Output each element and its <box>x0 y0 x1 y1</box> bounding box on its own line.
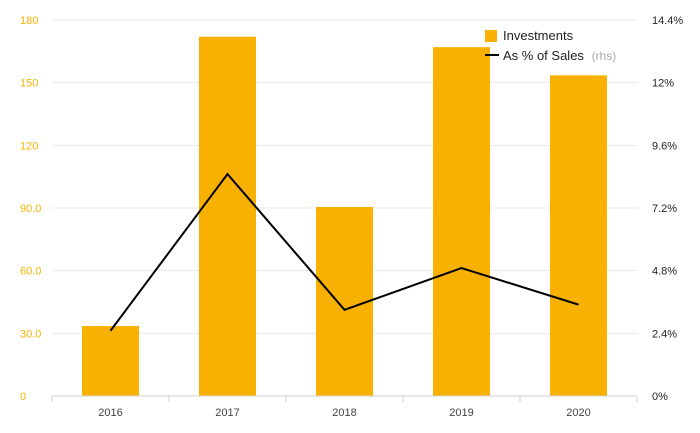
left-tick-label: 90.0 <box>20 203 41 215</box>
svg-text:As % of Sales (rhs): As % of Sales (rhs) <box>503 48 616 63</box>
right-tick-label: 0% <box>652 391 668 403</box>
axes: 0 30.0 60.0 90.0 120 150 180 0% 2.4% 4.8% 7.2% 9.6%… <box>20 15 683 419</box>
bars <box>82 36 607 397</box>
x-tick-label: 2018 <box>332 407 356 419</box>
legend-swatch-investments <box>485 30 497 42</box>
bar-2018 <box>316 206 373 396</box>
right-tick-label: 14.4% <box>652 15 683 27</box>
legend-label-investments: Investments <box>503 28 574 43</box>
left-tick-label: 30.0 <box>20 328 41 340</box>
bar-2019 <box>433 47 490 397</box>
legend-label-rhs: (rhs) <box>592 49 617 63</box>
bar-2017 <box>199 36 256 396</box>
left-tick-label: 60.0 <box>20 266 41 278</box>
legend: Investments As % of Sales (rhs) <box>485 28 616 63</box>
right-tick-label: 12% <box>652 78 674 90</box>
left-tick-label: 180 <box>20 15 38 27</box>
left-tick-label: 120 <box>20 140 38 152</box>
bar-2020 <box>550 75 607 396</box>
right-tick-label: 2.4% <box>652 328 677 340</box>
x-tick-label: 2020 <box>566 407 590 419</box>
left-tick-label: 150 <box>20 78 38 90</box>
x-tick-label: 2019 <box>449 407 473 419</box>
right-tick-label: 4.8% <box>652 266 677 278</box>
legend-label-sales: As % of Sales <box>503 48 584 63</box>
bar-2016 <box>82 326 139 396</box>
x-tick-label: 2017 <box>215 407 239 419</box>
right-tick-label: 9.6% <box>652 140 677 152</box>
x-tick-label: 2016 <box>98 407 122 419</box>
left-tick-label: 0 <box>20 391 26 403</box>
line-series <box>109 172 579 332</box>
right-tick-label: 7.2% <box>652 203 677 215</box>
